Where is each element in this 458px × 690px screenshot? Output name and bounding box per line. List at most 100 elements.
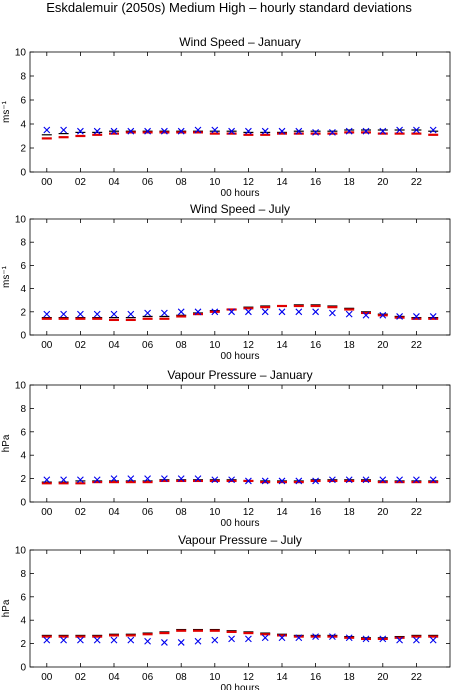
data-point-series-3 [194,637,202,645]
data-point-series-3 [228,308,235,316]
data-point-series-3 [77,636,84,644]
y-tick-label: 8 [20,72,26,83]
data-point-series-3 [362,476,370,484]
data-point-series-3 [211,126,219,134]
data-point-series-3 [295,634,303,642]
y-tick-label: 4 [20,451,26,462]
data-point-series-3 [261,308,269,316]
x-tick-label: 06 [142,672,154,683]
data-point-series-3 [329,129,336,136]
data-point-series-3 [245,127,252,135]
data-point-series-3 [312,477,319,485]
x-tick-label: 16 [310,672,322,683]
data-point-series-3 [429,476,437,484]
data-point-series-3 [194,126,202,134]
x-tick-label: 08 [176,340,188,351]
data-point-series-3 [245,635,252,643]
data-point-series-3 [161,475,168,482]
data-point-series-3 [278,477,286,485]
data-point-series-3 [379,476,387,484]
data-point-series-3 [396,313,403,320]
y-tick-label: 4 [20,616,26,627]
y-tick-label: 6 [20,261,26,272]
x-tick-label: 04 [108,177,120,188]
x-tick-label: 14 [276,177,288,188]
y-axis-label: ms⁻¹ [1,100,12,123]
data-point-series-3 [177,308,185,316]
x-axis-label: 00 hours [221,188,260,199]
data-point-series-3 [43,126,51,134]
y-tick-label: 8 [20,238,26,249]
x-tick-label: 20 [377,177,389,188]
x-tick-label: 16 [310,507,322,518]
x-tick-label: 10 [209,672,221,683]
data-point-series-3 [93,476,101,484]
plot-frame [29,51,451,173]
y-tick-label: 10 [15,546,27,557]
x-tick-label: 00 [41,672,53,683]
x-tick-label: 16 [310,340,322,351]
data-point-series-3 [93,310,101,318]
y-tick-label: 6 [20,592,26,603]
data-point-series-3 [245,308,252,316]
y-tick-label: 10 [15,48,27,59]
x-tick-label: 12 [243,340,255,351]
plot-frame [29,549,451,668]
y-tick-label: 0 [20,168,26,179]
x-tick-label: 12 [243,507,255,518]
data-point-series-3 [396,126,403,134]
chart-title: Vapour Pressure – January [167,368,312,382]
y-axis-label: ms⁻¹ [1,265,12,288]
data-point-series-3 [329,309,336,317]
x-tick-label: 20 [377,507,389,518]
x-tick-label: 00 [41,507,53,518]
data-point-series-3 [211,476,219,484]
x-tick-label: 00 [41,340,53,351]
x-tick-label: 18 [344,340,356,351]
data-point-series-3 [110,636,118,644]
x-tick-label: 18 [344,507,356,518]
data-point-series-3 [278,308,286,316]
data-point-series-3 [43,310,51,318]
data-point-series-3 [177,639,185,646]
data-point-series-3 [93,636,101,644]
data-point-series-3 [295,127,303,135]
x-tick-label: 20 [377,340,389,351]
data-point-series-3 [396,636,403,644]
plot-frame [29,218,451,336]
x-tick-label: 02 [75,340,87,351]
x-axis-label: 00 hours [221,351,260,362]
data-point-series-3 [60,476,67,484]
data-point-series-3 [379,635,387,643]
data-point-series-3 [278,634,286,642]
data-point-series-3 [278,127,286,135]
x-tick-label: 22 [411,507,423,518]
data-point-series-3 [60,310,67,318]
x-tick-label: 14 [276,340,288,351]
y-tick-label: 6 [20,427,26,438]
x-axis-label: 00 hours [221,683,260,690]
data-point-series-3 [177,127,185,135]
x-tick-label: 22 [411,340,423,351]
x-tick-label: 22 [411,672,423,683]
data-point-series-3 [345,127,353,135]
data-point-series-3 [379,311,387,319]
data-point-series-3 [211,636,219,644]
data-point-series-3 [261,634,269,642]
data-point-series-3 [362,635,370,643]
x-tick-label: 08 [176,507,188,518]
data-point-series-3 [228,476,235,484]
data-point-series-3 [110,310,118,318]
x-tick-label: 12 [243,672,255,683]
data-point-series-3 [312,633,319,640]
data-point-series-3 [144,309,151,317]
y-tick-label: 0 [20,663,26,674]
x-tick-label: 22 [411,177,423,188]
data-point-series-3 [93,127,101,135]
x-tick-label: 04 [108,507,120,518]
data-point-series-3 [127,127,135,135]
data-point-series-3 [127,475,135,482]
y-tick-label: 2 [20,307,26,318]
data-point-series-3 [413,636,420,644]
